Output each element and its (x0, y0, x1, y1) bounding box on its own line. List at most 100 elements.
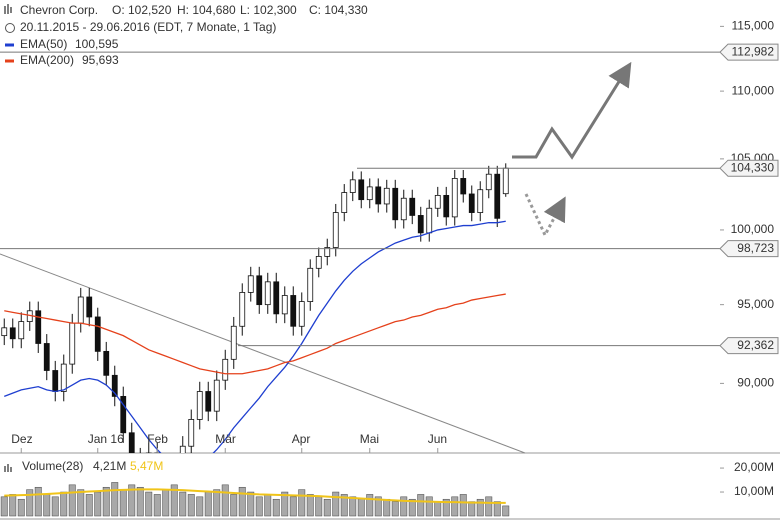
candle-body (18, 321, 25, 340)
legend-label: EMA(50) (20, 37, 67, 51)
volume-bar (221, 484, 229, 517)
legend: Chevron Corp. O: 102,520 H: 104,680 L: 1… (4, 3, 368, 473)
volume-ma-line (4, 488, 506, 504)
volume-bar (255, 496, 263, 517)
volume-bar (119, 489, 127, 517)
volume-bar (68, 484, 76, 517)
volume-bar (145, 491, 153, 517)
trend-line (0, 253, 526, 454)
candle-body (502, 167, 509, 195)
volume-bar (136, 486, 144, 517)
volume-label: Volume(28) (22, 459, 83, 473)
level-box (719, 240, 779, 258)
volume-bar (60, 491, 68, 517)
volume-bar (349, 496, 357, 517)
candle-body (69, 322, 76, 365)
candle-body (409, 197, 416, 216)
x-tick-label: Jan 16 (88, 432, 124, 446)
candle-body (392, 187, 399, 221)
candle-body (417, 215, 424, 234)
candle-body (256, 275, 263, 306)
candle-body (222, 358, 229, 381)
candle-body (494, 173, 501, 219)
candle-body (324, 247, 331, 257)
candle-body (103, 350, 110, 376)
volume-bar (391, 501, 399, 517)
volume-bar (43, 494, 51, 517)
candle-body (434, 194, 441, 209)
volume-bar (340, 494, 348, 517)
ohlc-label: H: 104,680 (177, 3, 236, 17)
candle-body (128, 432, 135, 453)
volume-bar (485, 496, 493, 517)
candle-body (120, 395, 127, 434)
chart-icon (4, 4, 12, 14)
candle-body (213, 379, 220, 412)
volume-bar (408, 498, 416, 517)
candle-body (341, 192, 348, 213)
candle-body (358, 179, 365, 201)
x-tick-label: Jun (428, 432, 447, 446)
candle-body (188, 419, 195, 447)
volume-bar (298, 489, 306, 517)
volume-bar (315, 496, 323, 517)
volume-ma-value: 5,47M (130, 459, 163, 473)
volume-bar (0, 496, 8, 517)
y-tick-label: 90,000 (737, 376, 774, 390)
volume-bar (357, 498, 365, 517)
volume-bar (425, 496, 433, 517)
candle-body (315, 255, 322, 269)
volume-bar (204, 491, 212, 517)
volume-bar (34, 486, 42, 517)
volume-bar (323, 498, 331, 517)
volume-bar (434, 501, 442, 517)
volume-bar (366, 494, 374, 517)
candle-body (383, 187, 390, 205)
candle-body (60, 363, 67, 392)
volume-bar (332, 491, 340, 517)
candle-body (307, 267, 314, 302)
volume-bar (85, 494, 93, 517)
chart-subtitle: 20.11.2015 - 29.06.2016 (EDT, 7 Monate, … (20, 20, 276, 34)
y-tick-label: 115,000 (732, 19, 775, 33)
volume-bar (17, 498, 25, 517)
volume-tick-label: 20,00M (734, 460, 774, 474)
x-tick-label: Feb (147, 432, 168, 446)
ohlc-label: L: 102,300 (240, 3, 297, 17)
legend-value: 95,693 (82, 53, 119, 67)
candle-body (281, 295, 288, 315)
candle-body (375, 186, 382, 205)
candle-body (366, 186, 373, 201)
volume-bar (111, 482, 119, 517)
candle-body (443, 194, 450, 218)
volume-bar (459, 494, 467, 517)
volume-bar (417, 494, 425, 517)
candle-body (1, 327, 8, 337)
volume-bar (400, 496, 408, 517)
level-label: 98,723 (737, 241, 774, 255)
candle-body (477, 189, 484, 213)
pullback-arrow (524, 193, 566, 239)
volume-value: 4,21M (93, 459, 126, 473)
candle-body (247, 275, 254, 293)
ohlc-label: C: 104,330 (309, 3, 368, 17)
volume-bar (476, 498, 484, 517)
candle-body (400, 197, 407, 221)
level-label: 104,330 (731, 160, 775, 174)
legend-label: EMA(200) (20, 53, 74, 67)
volume-bar (468, 501, 476, 517)
volume-bar (77, 489, 85, 517)
y-tick-label: 100,000 (731, 222, 775, 236)
candle-body (290, 295, 297, 327)
volume-bar (179, 491, 187, 517)
candle-body (451, 178, 458, 218)
volume-bar (94, 491, 102, 517)
volume-bar (289, 496, 297, 517)
volume-bar (162, 489, 170, 517)
level-box (719, 43, 779, 61)
volume-bar (272, 498, 280, 517)
volume-bar (9, 494, 17, 517)
volume-bar (153, 494, 161, 517)
candle-body (298, 301, 305, 327)
